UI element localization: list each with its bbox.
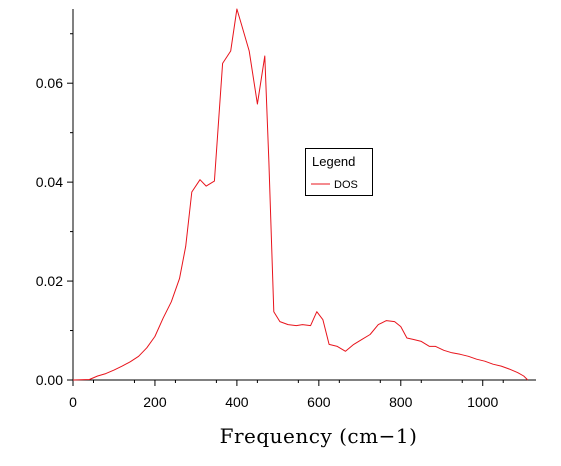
x-tick-label: 1000 [467,394,498,410]
plot-frame [72,9,536,381]
x-axis-title: Frequency (cm−1) [220,424,418,448]
y-tick-label: 0.00 [36,372,63,388]
x-tick-label: 200 [143,394,167,410]
legend-entry-dos: DOS [334,179,358,191]
x-tick-label: 400 [225,394,249,410]
legend-title: Legend [312,154,355,169]
x-tick-label: 0 [69,394,77,410]
x-axis-ticks: 0 200 400 600 800 1000 [69,380,504,410]
legend: Legend DOS [305,148,373,196]
y-axis-ticks: 0.00 0.02 0.04 0.06 [36,33,73,388]
legend-box [305,148,373,196]
y-tick-label: 0.04 [36,174,63,190]
y-tick-label: 0.06 [36,75,63,91]
x-tick-label: 800 [389,394,413,410]
series-line-dos [72,8,529,381]
y-tick-label: 0.02 [36,273,63,289]
x-tick-label: 600 [307,394,331,410]
series-layer [72,8,529,381]
